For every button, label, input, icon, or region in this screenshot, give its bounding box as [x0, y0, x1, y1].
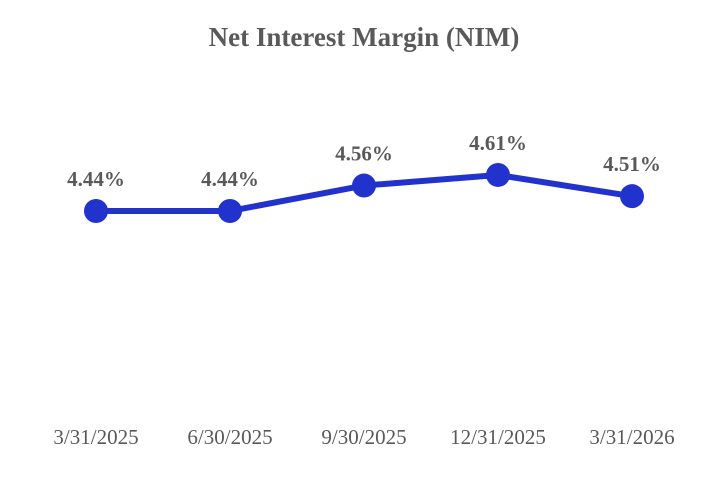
x-axis-label: 9/30/2025 [321, 425, 406, 449]
data-point-marker [486, 162, 510, 187]
chart-title: Net Interest Margin (NIM) [208, 22, 520, 52]
x-axis-label: 3/31/2025 [53, 425, 138, 449]
data-point-marker [84, 199, 108, 223]
data-point-label: 4.61% [469, 131, 527, 155]
data-point-label: 4.51% [603, 152, 661, 176]
x-axis-label: 3/31/2026 [589, 425, 674, 449]
data-point-marker [218, 199, 242, 223]
data-point-label: 4.56% [335, 142, 393, 166]
x-axis-label: 12/31/2025 [450, 425, 546, 449]
x-axis-label: 6/30/2025 [187, 425, 272, 449]
data-point-label: 4.44% [67, 167, 125, 191]
data-point-label: 4.44% [201, 167, 259, 191]
data-point-marker [352, 173, 376, 198]
data-point-marker [620, 184, 644, 209]
